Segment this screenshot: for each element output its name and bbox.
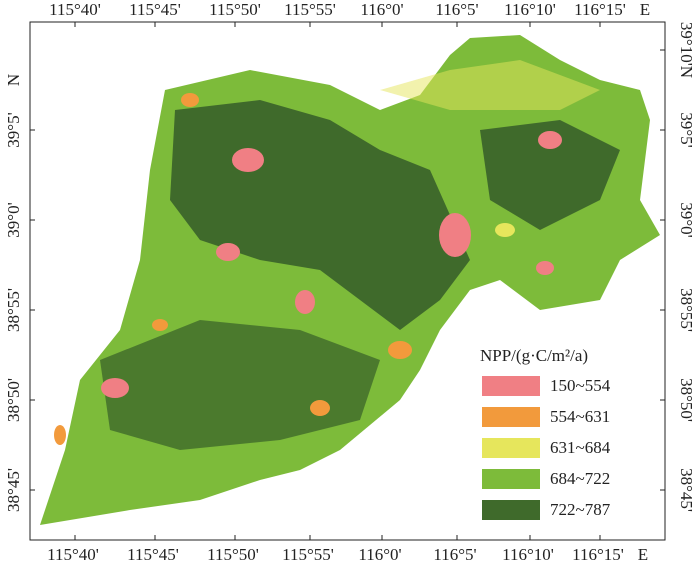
top-label: E [640,0,650,19]
legend-swatch [482,500,540,520]
urban-patch [310,400,330,416]
left-label: 38°55' [4,288,23,332]
urban-patch [495,223,515,237]
legend-swatch [482,376,540,396]
frame-ticks [30,22,665,540]
legend-title: NPP/(g·C/m²/a) [480,346,588,365]
coordinate-labels: 115°40' 115°45' 115°50' 115°55' 116°0' 116°5'… [4,0,696,564]
urban-patch [295,290,315,314]
region-mixed [380,60,600,110]
bottom-label: 116°15' [572,545,624,564]
bottom-label: E [638,545,648,564]
legend-items: 150~554 554~631 631~684 684~722 722~787 [482,376,611,520]
bottom-label: 116°10' [502,545,554,564]
left-label: 38°45' [4,468,23,512]
left-label: N [4,74,23,86]
region-dense [100,320,380,450]
legend-label: 722~787 [550,500,611,519]
urban-patch [216,243,240,261]
legend-label: 554~631 [550,407,610,426]
right-label: 38°50' [677,378,696,422]
top-label: 115°50' [209,0,261,19]
legend-swatch [482,438,540,458]
urban-patch [232,148,264,172]
legend-label: 631~684 [550,438,611,457]
bottom-label: 115°45' [127,545,179,564]
legend-swatch [482,407,540,427]
top-label: 116°5' [435,0,478,19]
top-label: 116°10' [504,0,556,19]
bottom-label: 115°55' [282,545,334,564]
right-label: 39°5' [677,112,696,147]
urban-patch [54,425,66,445]
region-dense [480,120,620,230]
bottom-label: 116°0' [358,545,401,564]
right-label: 39°10'N [677,22,696,78]
map-region [40,35,660,525]
right-label: 38°45' [677,468,696,512]
bottom-label: 115°50' [207,545,259,564]
top-label: 116°15' [574,0,626,19]
left-label: 39°0' [4,202,23,237]
legend-swatch [482,469,540,489]
top-label: 116°0' [360,0,403,19]
bottom-label: 115°40' [47,545,99,564]
top-label: 115°55' [284,0,336,19]
urban-patch [152,319,168,331]
top-label: 115°40' [49,0,101,19]
right-label: 39°0' [677,202,696,237]
urban-patch [538,131,562,149]
legend-label: 150~554 [550,376,611,395]
urban-patch [101,378,129,398]
urban-patch [536,261,554,275]
bottom-label: 116°5' [433,545,476,564]
right-label: 38°55' [677,288,696,332]
urban-patch [388,341,412,359]
left-label: 39°5' [4,112,23,147]
left-label: 38°50' [4,378,23,422]
urban-patch [439,213,471,257]
legend-label: 684~722 [550,469,610,488]
legend: NPP/(g·C/m²/a) 150~554 554~631 631~684 684~… [468,338,660,534]
top-label: 115°45' [129,0,181,19]
urban-patch [181,93,199,107]
